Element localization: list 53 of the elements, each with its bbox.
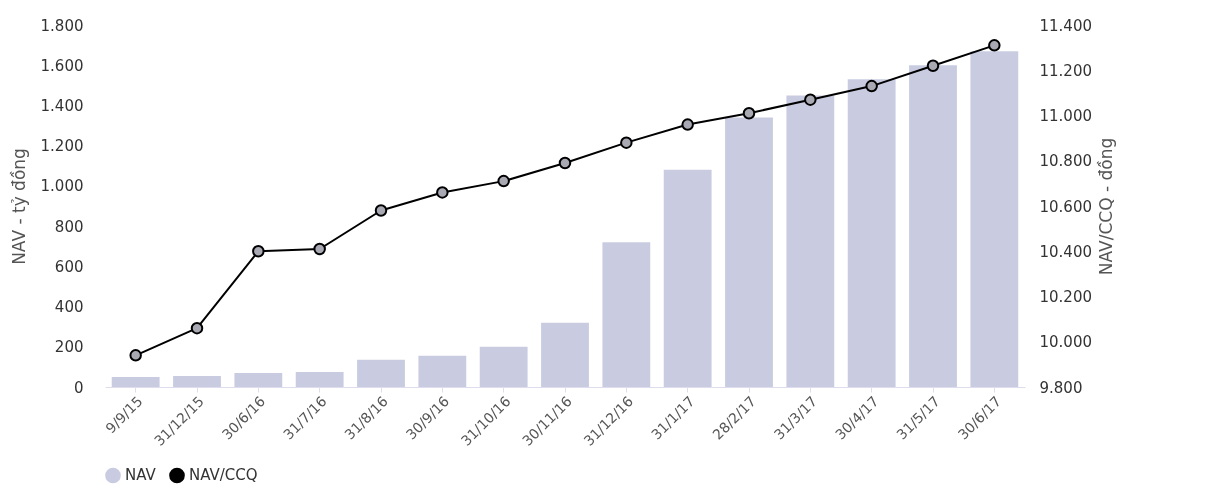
- bar: [295, 371, 344, 387]
- point: [374, 204, 388, 217]
- y2-tick-label: 10.200: [1039, 288, 1092, 306]
- y2-tick-label: 10.800: [1039, 152, 1092, 171]
- bar: [786, 95, 835, 387]
- bar: [173, 375, 221, 387]
- y-tick-label: 600: [54, 257, 84, 276]
- bar: [418, 355, 467, 387]
- bar: [541, 322, 589, 387]
- point: [988, 39, 1001, 52]
- y-axis-title: NAV - tỷ đồng: [8, 148, 29, 265]
- legend-label: NAV: [125, 466, 157, 485]
- bar: [663, 169, 712, 387]
- point: [313, 242, 326, 256]
- y2-tick-label: 9.800: [1039, 378, 1083, 397]
- point: [865, 79, 878, 93]
- y2-tick-label: 11.400: [1039, 16, 1092, 35]
- bar: [847, 79, 896, 387]
- bar: [234, 372, 283, 387]
- y2-axis-title: NAV/CCQ - đồng: [1095, 137, 1116, 276]
- y-tick-label: 1.200: [40, 137, 84, 156]
- point: [252, 245, 265, 258]
- y-tick-label: 800: [54, 217, 84, 236]
- y-tick-label: 1.000: [40, 177, 84, 196]
- y-tick-label: 0: [73, 378, 84, 397]
- point: [681, 118, 694, 131]
- point: [558, 156, 572, 170]
- y-tick-label: 200: [54, 338, 84, 357]
- y-tick-label: 1.600: [40, 56, 84, 75]
- point: [497, 174, 510, 188]
- y2-tick-label: 11.000: [1039, 107, 1092, 125]
- point: [804, 93, 817, 106]
- y2-tick-label: 11.200: [1039, 61, 1092, 80]
- y2-tick-label: 10.600: [1039, 197, 1092, 216]
- point: [742, 107, 756, 120]
- bar: [479, 346, 528, 387]
- bar: [357, 359, 405, 387]
- bar: [725, 117, 773, 387]
- bar: [602, 242, 651, 387]
- legend-label: NAV/CCQ: [189, 466, 258, 485]
- point: [436, 186, 449, 199]
- y2-tick-label: 10.000: [1039, 333, 1092, 352]
- bar: [909, 65, 957, 387]
- point: [620, 136, 633, 149]
- bar: [970, 51, 1019, 387]
- bar: [111, 376, 160, 387]
- y-tick-label: 400: [54, 298, 84, 317]
- point: [926, 59, 940, 72]
- y-tick-label: 1.400: [40, 96, 84, 115]
- y-tick-label: 1.800: [40, 16, 84, 35]
- y2-tick-label: 10.400: [1039, 242, 1092, 261]
- point: [190, 321, 204, 335]
- point: [129, 349, 142, 362]
